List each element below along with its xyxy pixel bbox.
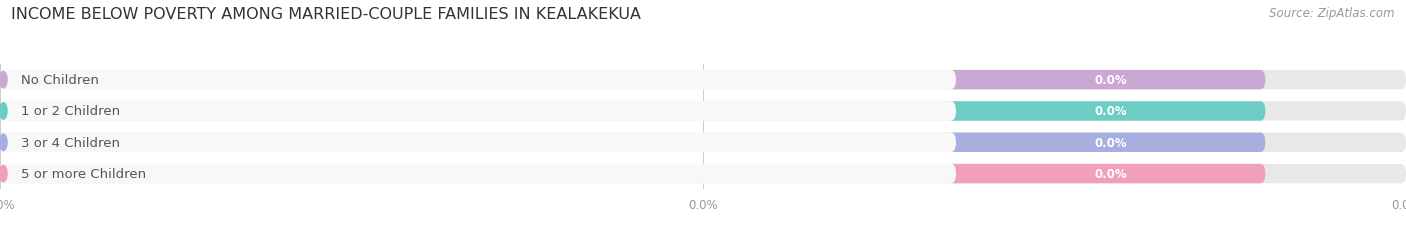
Text: 0.0%: 0.0% bbox=[1094, 167, 1128, 180]
Circle shape bbox=[0, 134, 7, 151]
FancyBboxPatch shape bbox=[0, 71, 956, 90]
Text: 3 or 4 Children: 3 or 4 Children bbox=[21, 136, 120, 149]
Text: No Children: No Children bbox=[21, 74, 98, 87]
Circle shape bbox=[0, 166, 7, 182]
Text: 0.0%: 0.0% bbox=[1094, 105, 1128, 118]
FancyBboxPatch shape bbox=[0, 102, 1406, 121]
Text: 0.0%: 0.0% bbox=[1094, 74, 1128, 87]
FancyBboxPatch shape bbox=[0, 133, 1406, 152]
Text: Source: ZipAtlas.com: Source: ZipAtlas.com bbox=[1270, 7, 1395, 20]
FancyBboxPatch shape bbox=[946, 71, 1265, 90]
FancyBboxPatch shape bbox=[0, 164, 1406, 183]
FancyBboxPatch shape bbox=[0, 71, 1406, 90]
Circle shape bbox=[0, 103, 7, 120]
FancyBboxPatch shape bbox=[946, 102, 1265, 121]
FancyBboxPatch shape bbox=[946, 164, 1265, 183]
Text: INCOME BELOW POVERTY AMONG MARRIED-COUPLE FAMILIES IN KEALAKEKUA: INCOME BELOW POVERTY AMONG MARRIED-COUPL… bbox=[11, 7, 641, 22]
FancyBboxPatch shape bbox=[0, 164, 956, 183]
Circle shape bbox=[0, 72, 7, 88]
FancyBboxPatch shape bbox=[946, 133, 1265, 152]
Text: 5 or more Children: 5 or more Children bbox=[21, 167, 146, 180]
FancyBboxPatch shape bbox=[0, 133, 956, 152]
Text: 1 or 2 Children: 1 or 2 Children bbox=[21, 105, 121, 118]
FancyBboxPatch shape bbox=[0, 102, 956, 121]
Text: 0.0%: 0.0% bbox=[1094, 136, 1128, 149]
